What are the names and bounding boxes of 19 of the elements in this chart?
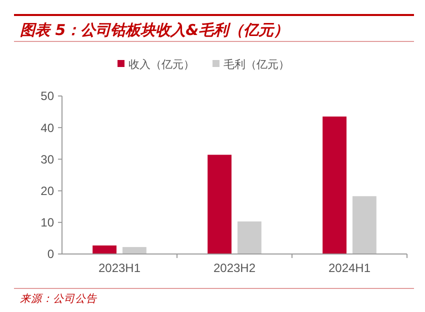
- y-tick-label: 10: [40, 216, 54, 230]
- y-tick-label: 30: [40, 152, 54, 166]
- source-note: 来源：公司公告: [20, 293, 98, 305]
- y-tick-label: 40: [40, 120, 54, 135]
- x-tick-label: 2023H2: [213, 261, 256, 275]
- y-tick-label: 20: [40, 184, 54, 198]
- chart-title: 图表 5：公司钴板块收入&毛利（亿元）: [20, 21, 289, 39]
- bar: [122, 247, 146, 254]
- y-tick-label: 0: [47, 247, 54, 262]
- bar: [352, 196, 376, 254]
- bar: [322, 116, 347, 254]
- bar: [92, 245, 117, 254]
- x-tick-label: 2024H1: [328, 261, 371, 275]
- y-tick-label: 50: [40, 89, 54, 104]
- legend-label: 收入（亿元）: [128, 58, 194, 71]
- legend-label: 毛利（亿元）: [224, 58, 290, 71]
- bar: [208, 154, 232, 254]
- x-tick-label: 2023H1: [98, 261, 141, 275]
- bar: [237, 221, 262, 254]
